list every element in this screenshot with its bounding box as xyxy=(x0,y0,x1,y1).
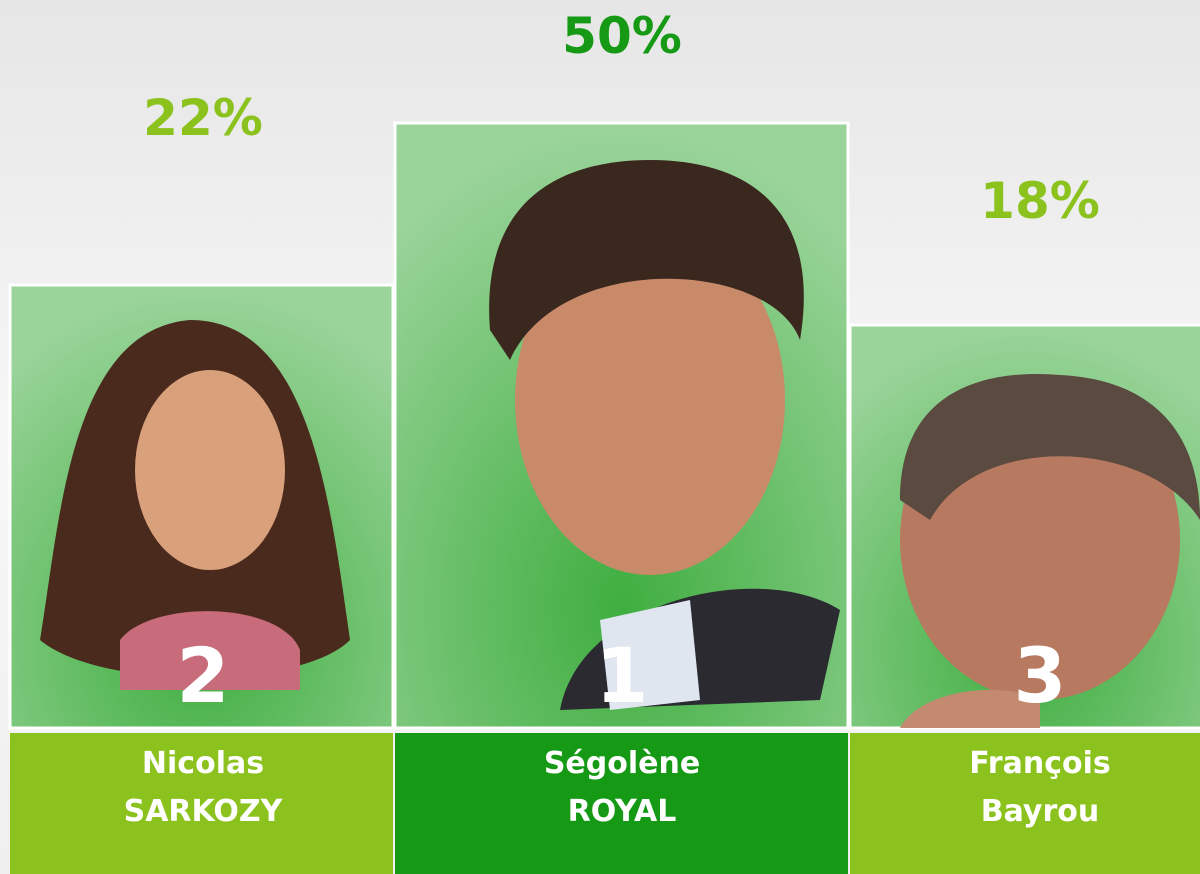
candidate-name: Nicolas xyxy=(142,746,264,781)
page: 22% 2 Nicolas SARKOZY 50% 1 Ségolène ROYAL 18% 3 F… xyxy=(0,0,1200,874)
percentage: 18% xyxy=(980,172,1100,230)
rank-number: 1 xyxy=(596,631,649,720)
candidate-name: Ségolène xyxy=(544,746,700,781)
podium-graphic: 22% 2 Nicolas SARKOZY 50% 1 Ségolène ROYAL 18% 3 F… xyxy=(0,0,1200,874)
candidate-name: François xyxy=(969,746,1111,781)
percentage: 50% xyxy=(562,7,682,65)
candidate-name: ROYAL xyxy=(568,794,677,829)
candidate-name: SARKOZY xyxy=(124,794,284,829)
percentage: 22% xyxy=(143,89,263,147)
candidate-name: Bayrou xyxy=(981,794,1100,829)
rank-number: 3 xyxy=(1014,631,1067,720)
rank-number: 2 xyxy=(177,631,230,720)
